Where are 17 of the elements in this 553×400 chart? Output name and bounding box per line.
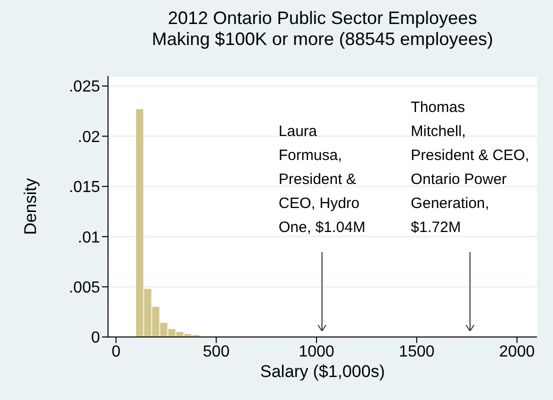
chart-subtitle: Making $100K or more (88545 employees) xyxy=(150,29,494,50)
x-tick-label: 2000 xyxy=(499,343,535,360)
x-tick-label: 0 xyxy=(112,343,121,360)
x-axis-title: Salary ($1,000s) xyxy=(259,362,386,382)
y-axis-title: Density xyxy=(21,178,40,235)
x-tick-label: 1500 xyxy=(398,343,435,360)
x-tick-label: 500 xyxy=(202,343,230,360)
y-tick-label: .01 xyxy=(78,229,100,246)
annotation: Laura Formusa, President & CEO, Hydro One, $1.04M xyxy=(278,122,366,238)
x-tick-label: 1000 xyxy=(298,343,334,360)
chart-title: 2012 Ontario Public Sector Employees xyxy=(166,8,478,29)
y-tick-label: .02 xyxy=(78,128,100,146)
annotation: Thomas Mitchell, President & CEO, Ontario Power Generation, $1.72M xyxy=(410,98,530,238)
y-tick-label: 0 xyxy=(91,330,100,347)
y-tick-label: .005 xyxy=(68,279,100,296)
y-tick-label: .015 xyxy=(68,179,100,196)
y-tick-label: .025 xyxy=(68,78,100,96)
